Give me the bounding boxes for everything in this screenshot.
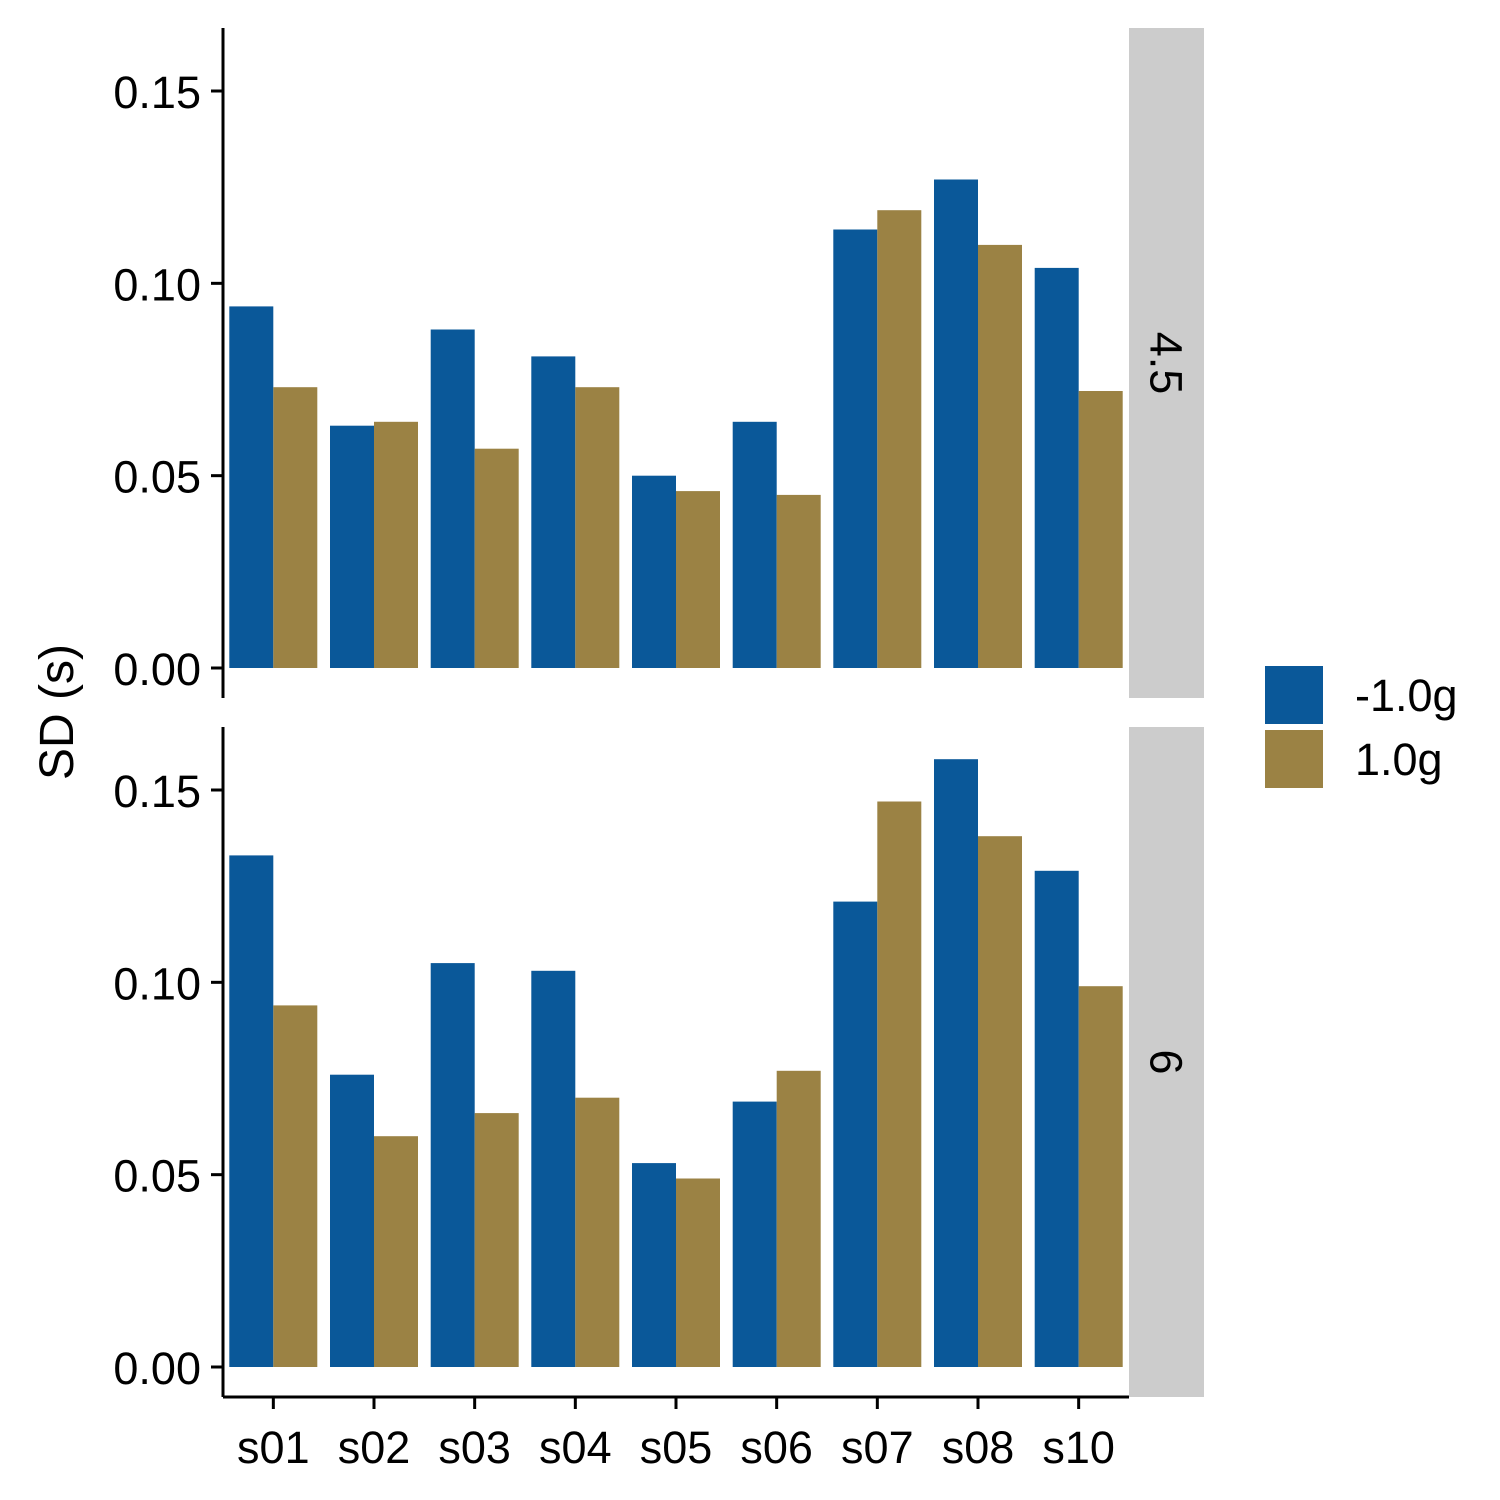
legend-label: -1.0g <box>1355 670 1458 721</box>
x-tick-label: s07 <box>841 1422 914 1473</box>
bar <box>833 901 878 1367</box>
bar <box>1078 391 1123 668</box>
x-tick-label: s03 <box>438 1422 511 1473</box>
bar <box>676 1178 720 1367</box>
facet-strip <box>1129 28 1204 698</box>
facet-strip-label: 6 <box>1141 1049 1192 1074</box>
bar <box>575 1097 620 1367</box>
legend-key <box>1265 730 1323 788</box>
y-axis-label: SD (s) <box>31 644 84 780</box>
bar <box>1034 267 1079 668</box>
y-tick-label: 0.10 <box>113 958 201 1009</box>
x-tick-label: s10 <box>1042 1422 1115 1473</box>
bar <box>374 1136 418 1367</box>
bar <box>833 229 878 668</box>
bar <box>229 855 274 1367</box>
y-tick-label: 0.00 <box>113 644 201 695</box>
bar <box>575 387 620 668</box>
facet-panel: 0.00 0.05 0.10 0.15 4.5 <box>113 28 1204 698</box>
x-tick-label: s01 <box>237 1422 310 1473</box>
x-tick-label: s04 <box>539 1422 612 1473</box>
bar <box>676 491 720 668</box>
bar <box>978 244 1022 668</box>
bar <box>1078 986 1123 1367</box>
bar <box>531 970 576 1367</box>
legend: -1.0g 1.0g <box>1265 666 1458 788</box>
bar <box>776 494 821 668</box>
x-tick-label: s05 <box>640 1422 713 1473</box>
bar <box>474 1113 519 1367</box>
bar <box>732 1101 777 1367</box>
y-tick-label: 0.05 <box>113 452 201 503</box>
bar <box>531 356 576 668</box>
x-tick-label: s02 <box>338 1422 411 1473</box>
facet-panel: 0.00 0.05 0.10 0.15 6 <box>113 727 1204 1397</box>
bar <box>934 179 978 668</box>
bar <box>978 836 1022 1367</box>
y-tick-label: 0.15 <box>113 67 201 118</box>
bar <box>273 1005 318 1367</box>
bar <box>934 759 978 1367</box>
bar <box>877 801 922 1367</box>
chart-panels: 0.00 0.05 0.10 0.15 4.5 0.00 0.05 0.10 0.15 6 <box>113 28 1204 1397</box>
y-tick-label: 0.00 <box>113 1343 201 1394</box>
y-tick-label: 0.15 <box>113 766 201 817</box>
bar <box>632 1163 676 1367</box>
y-tick-label: 0.10 <box>113 259 201 310</box>
bar <box>776 1070 821 1367</box>
bar <box>732 421 777 668</box>
x-axis: s01 s02 s03 s04 s05 s06 s07 s08 s10 <box>223 1395 1129 1473</box>
bar <box>330 425 374 668</box>
bar <box>273 387 318 668</box>
bar <box>632 475 676 668</box>
facet-strip <box>1129 727 1204 1397</box>
bar <box>1034 870 1079 1367</box>
bar <box>877 210 922 668</box>
x-tick-label: s06 <box>740 1422 813 1473</box>
legend-key <box>1265 666 1323 724</box>
bar <box>229 306 274 668</box>
legend-label: 1.0g <box>1355 734 1443 785</box>
facet-strip-label: 4.5 <box>1141 332 1192 395</box>
bar <box>330 1074 374 1367</box>
bar <box>430 963 475 1367</box>
x-tick-label: s08 <box>942 1422 1015 1473</box>
bar <box>430 329 475 668</box>
bar <box>374 421 418 668</box>
y-tick-label: 0.05 <box>113 1151 201 1202</box>
bar <box>474 448 519 668</box>
